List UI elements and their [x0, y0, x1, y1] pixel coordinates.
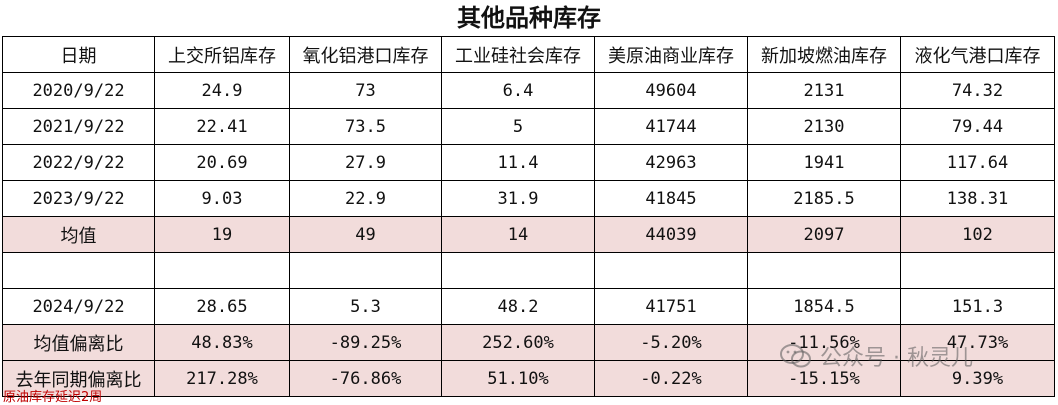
- table-cell: 2185.5: [747, 180, 901, 217]
- table-cell: 47.73%: [900, 324, 1055, 361]
- table-row: 2022/9/22 20.69 27.9 11.4 42963 1941 117…: [2, 144, 1055, 181]
- yoy-deviation-row: 去年同期偏离比 217.28% -76.86% 51.10% -0.22% -1…: [2, 360, 1055, 397]
- footnote: 原油库存延迟2周: [3, 390, 103, 405]
- row-label: 2024/9/22: [2, 288, 155, 325]
- table-cell: 11.4: [441, 144, 595, 181]
- table-cell: 1941: [747, 144, 901, 181]
- column-header: 新加坡燃油库存: [747, 36, 901, 73]
- table-cell: 217.28%: [154, 360, 290, 397]
- table-cell: 79.44: [900, 108, 1055, 145]
- table-cell: 51.10%: [441, 360, 595, 397]
- table-cell: 102: [900, 216, 1055, 253]
- header-row: 日期 上交所铝库存 氧化铝港口库存 工业硅社会库存 美原油商业库存 新加坡燃油库…: [2, 36, 1055, 73]
- empty-cell: [441, 252, 595, 289]
- empty-cell: [747, 252, 901, 289]
- table-cell: 9.39%: [900, 360, 1055, 397]
- table-cell: 41751: [594, 288, 748, 325]
- table-cell: -5.20%: [594, 324, 748, 361]
- table-cell: 73.5: [289, 108, 442, 145]
- empty-cell: [594, 252, 748, 289]
- row-label: 去年同期偏离比: [2, 360, 155, 397]
- table-cell: 2130: [747, 108, 901, 145]
- table-row: 2021/9/22 22.41 73.5 5 41744 2130 79.44: [2, 108, 1055, 145]
- column-header: 日期: [2, 36, 155, 73]
- empty-cell: [2, 252, 155, 289]
- table-cell: 19: [154, 216, 290, 253]
- table-cell: -89.25%: [289, 324, 442, 361]
- table-cell: 49: [289, 216, 442, 253]
- table-cell: 5.3: [289, 288, 442, 325]
- table-cell: 117.64: [900, 144, 1055, 181]
- row-label: 2020/9/22: [2, 72, 155, 109]
- column-header: 美原油商业库存: [594, 36, 748, 73]
- table-cell: 42963: [594, 144, 748, 181]
- average-deviation-row: 均值偏离比 48.83% -89.25% 252.60% -5.20% -11.…: [2, 324, 1055, 361]
- table-cell: 6.4: [441, 72, 595, 109]
- table-cell: 27.9: [289, 144, 442, 181]
- empty-cell: [154, 252, 290, 289]
- table-cell: 20.69: [154, 144, 290, 181]
- table-cell: 28.65: [154, 288, 290, 325]
- current-row: 2024/9/22 28.65 5.3 48.2 41751 1854.5 15…: [2, 288, 1055, 325]
- column-header: 氧化铝港口库存: [289, 36, 442, 73]
- empty-cell: [900, 252, 1055, 289]
- table-cell: 48.83%: [154, 324, 290, 361]
- table-cell: 22.9: [289, 180, 442, 217]
- table-cell: 22.41: [154, 108, 290, 145]
- table-cell: 44039: [594, 216, 748, 253]
- table-cell: 1854.5: [747, 288, 901, 325]
- empty-cell: [289, 252, 442, 289]
- empty-row: [2, 252, 1055, 289]
- table-cell: 2131: [747, 72, 901, 109]
- row-label: 均值偏离比: [2, 324, 155, 361]
- table-cell: 14: [441, 216, 595, 253]
- table-cell: 9.03: [154, 180, 290, 217]
- table-cell: 41845: [594, 180, 748, 217]
- column-header: 上交所铝库存: [154, 36, 290, 73]
- inventory-table: 日期 上交所铝库存 氧化铝港口库存 工业硅社会库存 美原油商业库存 新加坡燃油库…: [2, 36, 1055, 397]
- table-cell: -15.15%: [747, 360, 901, 397]
- row-label: 2022/9/22: [2, 144, 155, 181]
- table-row: 2020/9/22 24.9 73 6.4 49604 2131 74.32: [2, 72, 1055, 109]
- table-cell: -11.56%: [747, 324, 901, 361]
- table-cell: -0.22%: [594, 360, 748, 397]
- table-cell: 138.31: [900, 180, 1055, 217]
- table-cell: 2097: [747, 216, 901, 253]
- table-cell: 41744: [594, 108, 748, 145]
- column-header: 工业硅社会库存: [441, 36, 595, 73]
- table-cell: 5: [441, 108, 595, 145]
- row-label: 2023/9/22: [2, 180, 155, 217]
- table-cell: 151.3: [900, 288, 1055, 325]
- table-cell: 48.2: [441, 288, 595, 325]
- table-cell: -76.86%: [289, 360, 442, 397]
- row-label: 2021/9/22: [2, 108, 155, 145]
- column-header: 液化气港口库存: [900, 36, 1055, 73]
- table-cell: 31.9: [441, 180, 595, 217]
- table-row: 2023/9/22 9.03 22.9 31.9 41845 2185.5 13…: [2, 180, 1055, 217]
- table-cell: 252.60%: [441, 324, 595, 361]
- table-cell: 49604: [594, 72, 748, 109]
- average-row: 均值 19 49 14 44039 2097 102: [2, 216, 1055, 253]
- table-title: 其他品种库存: [457, 3, 601, 32]
- table-cell: 74.32: [900, 72, 1055, 109]
- row-label: 均值: [2, 216, 155, 253]
- table-cell: 24.9: [154, 72, 290, 109]
- table-cell: 73: [289, 72, 442, 109]
